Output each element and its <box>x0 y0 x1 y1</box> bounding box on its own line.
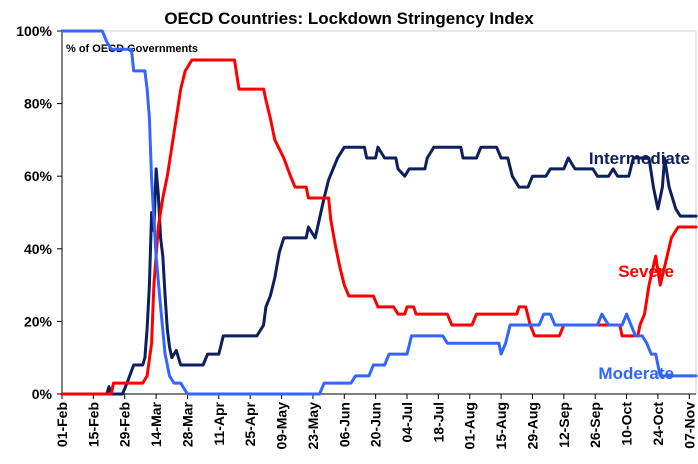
y-tick-label: 0% <box>32 386 53 402</box>
x-tick-label: 07-Nov <box>681 402 697 449</box>
x-tick-label: 11-Apr <box>211 401 227 445</box>
x-tick-label: 29-Aug <box>524 402 540 449</box>
x-tick-label: 15-Aug <box>493 402 509 449</box>
x-tick-label: 24-Oct <box>650 402 666 446</box>
series-lines <box>60 29 698 396</box>
y-axis: 0% 20% 40% 60% 80% 100% <box>16 23 63 402</box>
y-tick-label: 80% <box>24 96 53 112</box>
y-tick-label: 60% <box>24 168 53 184</box>
series-label-severe: Severe <box>618 262 674 281</box>
x-tick-label: 01-Aug <box>462 402 478 449</box>
x-tick-label: 01-Feb <box>54 402 70 447</box>
x-tick-label: 04-Jul <box>399 402 415 442</box>
series-line-severe <box>60 58 698 396</box>
x-tick-label: 09-May <box>274 402 290 450</box>
x-tick-label: 20-Jun <box>368 402 384 447</box>
series-line-intermediate <box>60 145 698 396</box>
x-tick-label: 25-Apr <box>242 401 258 446</box>
x-tick-label: 18-Jul <box>430 402 446 442</box>
y-tick-label: 40% <box>24 241 53 257</box>
series-label-intermediate: Intermediate <box>589 149 690 168</box>
x-tick-label: 26-Sep <box>587 402 603 448</box>
x-axis: 01-Feb 15-Feb 29-Feb 14-Mar 28-Mar 11-Apr 25-A… <box>54 393 697 450</box>
series-labels: Intermediate Severe Moderate <box>589 149 690 383</box>
chart-title: OECD Countries: Lockdown Stringency Inde… <box>164 9 534 28</box>
x-tick-label: 29-Feb <box>117 402 133 447</box>
x-tick-label: 23-May <box>305 402 321 450</box>
y-tick-label: 100% <box>16 23 52 39</box>
x-tick-label: 14-Mar <box>148 401 164 447</box>
series-line-moderate <box>60 29 698 396</box>
x-tick-label: 10-Oct <box>619 402 635 446</box>
x-tick-label: 06-Jun <box>336 402 352 447</box>
x-tick-label: 12-Sep <box>556 402 572 448</box>
y-tick-label: 20% <box>24 313 53 329</box>
x-tick-label: 28-Mar <box>179 401 195 447</box>
x-tick-label: 15-Feb <box>85 402 101 447</box>
series-label-moderate: Moderate <box>598 364 674 383</box>
